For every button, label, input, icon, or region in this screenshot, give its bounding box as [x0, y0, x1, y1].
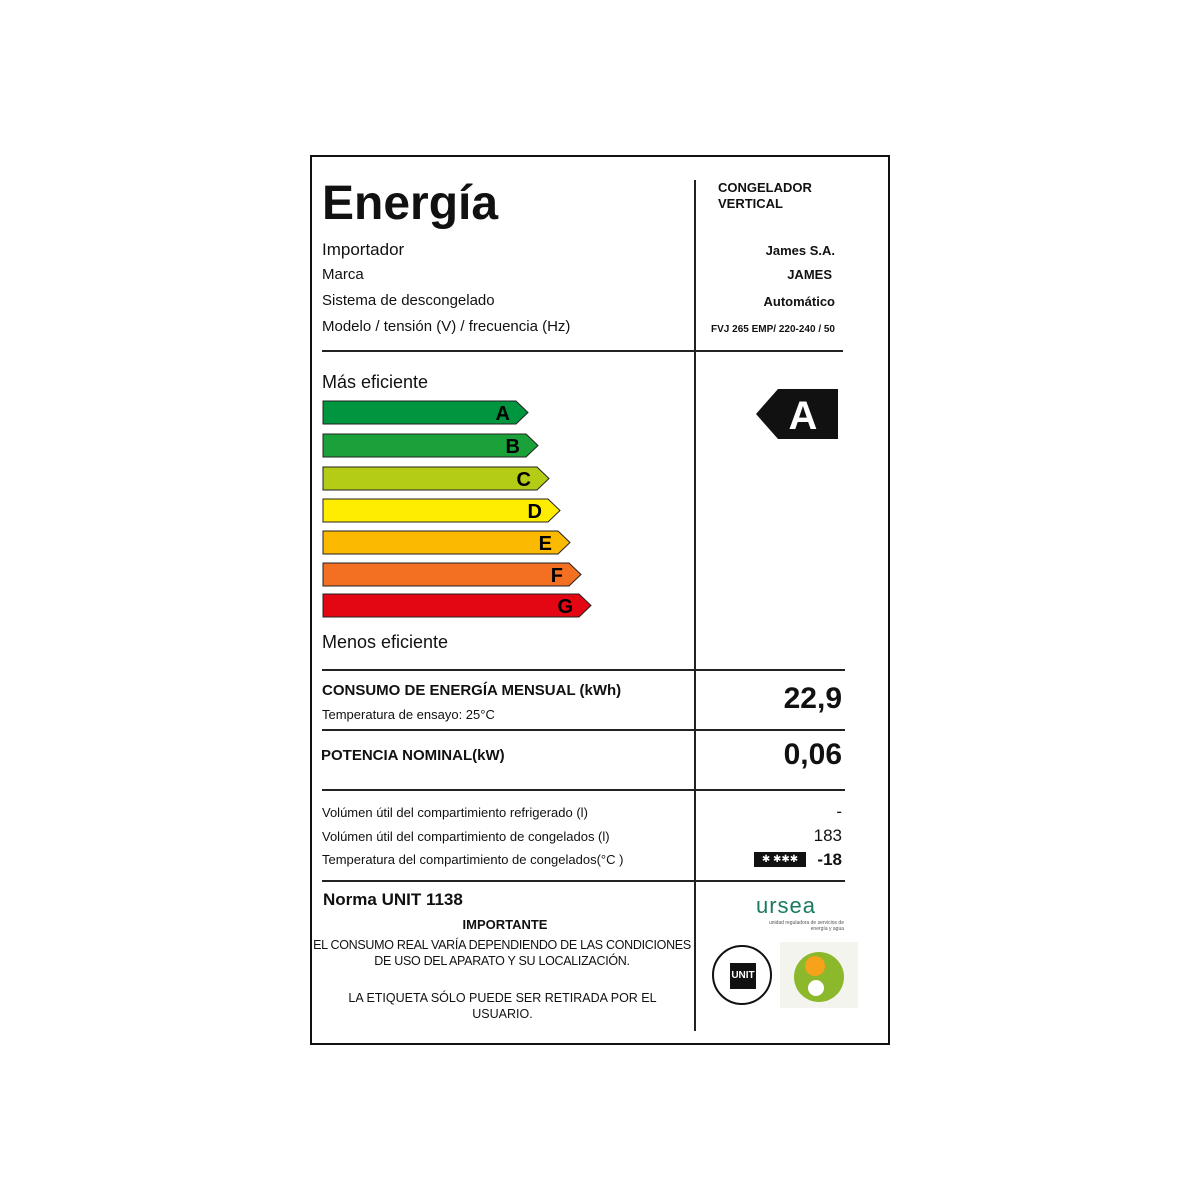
- field-value: Automático: [763, 294, 836, 309]
- divider: [322, 669, 845, 671]
- efficiency-bar-f: [322, 562, 582, 587]
- norma: Norma UNIT 1138: [323, 890, 463, 909]
- scale-bottom-label: Menos eficiente: [322, 632, 449, 652]
- volume-value: 183: [813, 826, 842, 845]
- efficiency-bar-letter: E: [539, 533, 552, 555]
- divider: [322, 729, 845, 731]
- volume-value: -: [836, 802, 842, 821]
- efficiency-bar-c: [322, 466, 550, 491]
- field-label: Modelo / tensión (V) / frecuencia (Hz): [322, 318, 571, 335]
- efficiency-bar-e: [322, 530, 571, 555]
- efficiency-bar-letter: B: [506, 436, 520, 458]
- volume-value: -18: [817, 850, 842, 869]
- divider: [322, 789, 845, 791]
- field-value: JAMES: [787, 267, 832, 282]
- appliance-type-line: CONGELADOR: [718, 180, 812, 195]
- logo-center: [808, 980, 824, 996]
- volume-label: Temperatura del compartimiento de congel…: [322, 852, 624, 867]
- appliance-type-line: VERTICAL: [718, 196, 783, 211]
- field-label: Marca: [322, 266, 364, 283]
- unit-logo: UNIT: [712, 945, 772, 1005]
- field-label: Sistema de descongelado: [322, 292, 495, 309]
- efficiency-bar-letter: D: [528, 501, 542, 523]
- rating-letter: A: [789, 394, 818, 438]
- divider: [322, 880, 845, 882]
- field-value: FVJ 265 EMP/ 220-240 / 50: [711, 324, 835, 335]
- efficiency-bar-a: [322, 400, 529, 425]
- label-title: Energía: [322, 177, 499, 230]
- efficiency-bar-letter: A: [496, 403, 510, 425]
- consumption-value: 22,9: [783, 682, 842, 715]
- important-text: EL CONSUMO REAL VARÍA DEPENDIENDO DE LAS…: [313, 938, 691, 968]
- scale-top-label: Más eficiente: [322, 372, 429, 392]
- logo-sun: [805, 956, 825, 976]
- efficiency-bar-letter: C: [517, 469, 531, 491]
- unit-logo-text: UNIT: [730, 963, 756, 989]
- divider: [694, 180, 696, 1031]
- important-text: LA ETIQUETA SÓLO PUEDE SER RETIRADA POR …: [348, 991, 657, 1021]
- appliance-type: CONGELADOR VERTICAL: [718, 180, 812, 212]
- volume-label: Volúmen útil del compartimiento refriger…: [322, 805, 588, 820]
- ursea-sub: unidad reguladora de servicios de energí…: [768, 920, 844, 932]
- energy-label: [310, 155, 890, 1045]
- efficiency-bar-b: [322, 433, 539, 458]
- consumption-sub: Temperatura de ensayo: 25°C: [322, 707, 495, 722]
- ursea-logo: ursea: [756, 893, 817, 918]
- rating-arrow: [756, 389, 838, 439]
- field-value: James S.A.: [765, 243, 835, 258]
- efficiency-bar-g: [322, 593, 592, 618]
- efficiency-bar-letter: G: [557, 596, 573, 618]
- field-label: Importador: [322, 240, 405, 259]
- consumption-label: CONSUMO DE ENERGÍA MENSUAL (kWh): [322, 682, 622, 699]
- volume-label: Volúmen útil del compartimiento de conge…: [322, 829, 610, 844]
- divider: [322, 350, 843, 352]
- important-title: IMPORTANTE: [462, 917, 548, 932]
- eficiencia-energetica-logo: [780, 942, 858, 1008]
- freezer-star-rating-icon: ✱ ✱✱✱: [754, 852, 806, 867]
- power-value: 0,06: [783, 738, 842, 771]
- efficiency-bar-d: [322, 498, 561, 523]
- efficiency-bar-letter: F: [551, 565, 563, 587]
- power-label: POTENCIA NOMINAL(kW): [321, 747, 505, 764]
